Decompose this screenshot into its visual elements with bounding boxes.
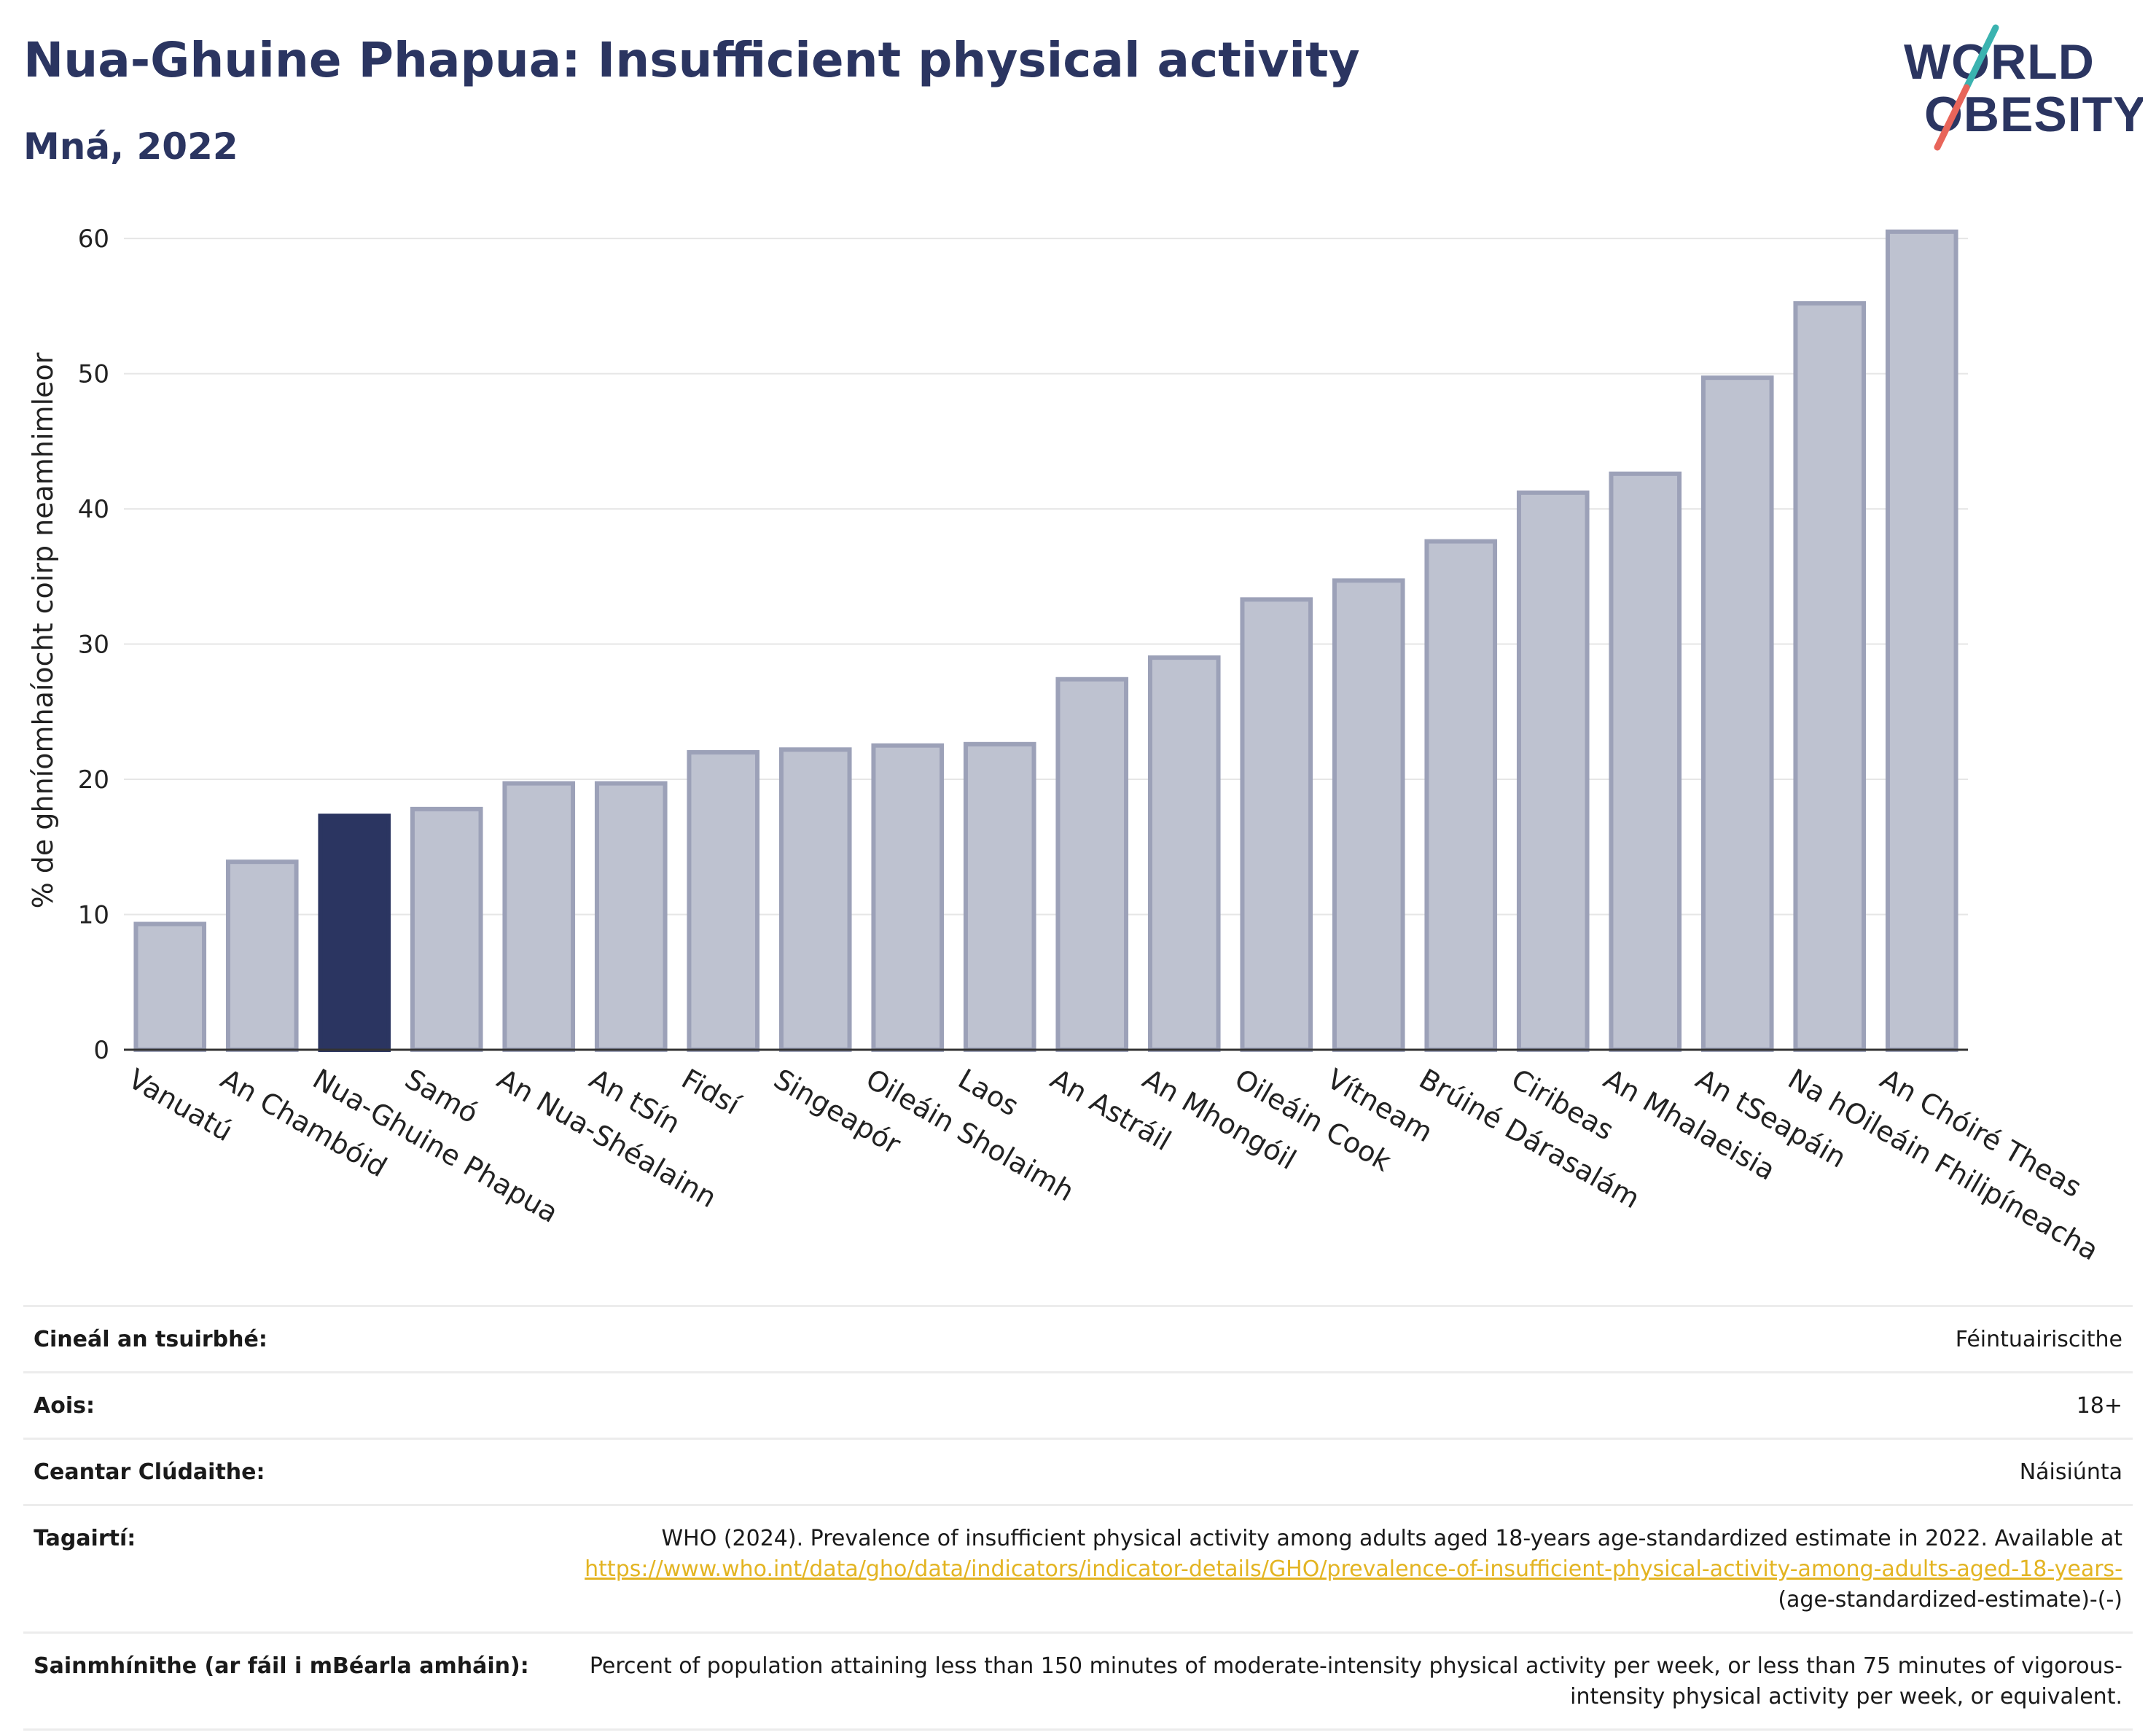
bar-highlight xyxy=(318,814,391,1052)
y-tick-label: 0 xyxy=(93,1036,109,1065)
y-tick-label: 50 xyxy=(78,360,109,389)
x-tick-label: Vanuatú xyxy=(123,1063,238,1147)
world-obesity-logo: WORLD OBESITY xyxy=(1904,24,2143,151)
meta-label: Cineál an tsuirbhé: xyxy=(34,1327,267,1352)
meta-row-references: Tagairtí: WHO (2024). Prevalence of insu… xyxy=(23,1504,2133,1631)
bar xyxy=(778,747,852,1053)
bar xyxy=(1424,539,1498,1053)
bar xyxy=(1055,677,1129,1052)
meta-row-definitions: Sainmhínithe (ar fáil i mBéarla amháin):… xyxy=(23,1631,2133,1731)
y-tick-label: 20 xyxy=(78,765,109,795)
bar xyxy=(133,921,207,1052)
bar xyxy=(1332,578,1405,1052)
chart-title: Nua-Ghuine Phapua: Insufficient physical… xyxy=(23,32,1360,88)
x-tick-label: An Mhongóil xyxy=(1137,1063,1301,1177)
logo-line2: OBESITY xyxy=(1924,87,2143,142)
meta-label: Sainmhínithe (ar fáil i mBéarla amháin): xyxy=(34,1653,529,1679)
reference-link[interactable]: https://www.who.int/data/gho/data/indica… xyxy=(585,1556,2122,1582)
y-tick-label: 60 xyxy=(78,225,109,254)
bar xyxy=(687,749,760,1052)
meta-label: Ceantar Clúdaithe: xyxy=(34,1459,265,1485)
x-tick-label: Oileáin Cook xyxy=(1230,1063,1397,1178)
bar xyxy=(1240,597,1313,1052)
meta-label: Aois: xyxy=(34,1393,95,1419)
metadata-table: Cineál an tsuirbhé: Féintuairiscithe Aoi… xyxy=(23,1305,2133,1731)
bar xyxy=(1147,655,1221,1052)
y-tick-label: 40 xyxy=(78,495,109,524)
y-tick-label: 10 xyxy=(78,901,109,930)
meta-row-area: Ceantar Clúdaithe: Náisiúnta xyxy=(23,1438,2133,1504)
bar xyxy=(1609,471,1682,1053)
bar xyxy=(410,806,483,1052)
logo-slash-teal xyxy=(1963,24,1999,91)
logo-line1: WORLD xyxy=(1904,34,2095,90)
y-tick-label: 30 xyxy=(78,631,109,660)
bar-chart: 0 10 20 30 40 50 60 % de ghníomhaíocht coirp ne… xyxy=(27,225,2104,1266)
bar xyxy=(225,859,299,1052)
meta-value: WHO (2024). Prevalence of insufficient p… xyxy=(541,1524,2122,1615)
reference-text: WHO (2024). Prevalence of insufficient p… xyxy=(661,1526,2122,1551)
bar xyxy=(871,743,945,1053)
bar xyxy=(1793,301,1867,1052)
chart-subtitle: Mná, 2022 xyxy=(23,125,238,168)
meta-value: Féintuairiscithe xyxy=(1955,1327,2122,1352)
bar xyxy=(502,781,576,1053)
bar xyxy=(963,741,1036,1052)
bar xyxy=(1885,229,1958,1052)
meta-label: Tagairtí: xyxy=(34,1526,136,1551)
meta-row-age: Aois: 18+ xyxy=(23,1371,2133,1438)
bar xyxy=(594,781,668,1053)
y-axis-label: % de ghníomhaíocht coirp neamhimleor xyxy=(27,352,59,908)
logo-slash-coral xyxy=(1934,84,1970,151)
meta-row-survey-type: Cineál an tsuirbhé: Féintuairiscithe xyxy=(23,1305,2133,1371)
meta-value: Percent of population attaining less tha… xyxy=(589,1653,2122,1709)
bar xyxy=(1516,490,1590,1052)
x-tick-label: Fidsí xyxy=(676,1063,746,1122)
meta-value: 18+ xyxy=(2076,1393,2122,1419)
bar xyxy=(1700,375,1774,1053)
reference-suffix: (age-standardized-estimate)-(-) xyxy=(1778,1587,2122,1613)
meta-value: Náisiúnta xyxy=(2019,1459,2122,1485)
